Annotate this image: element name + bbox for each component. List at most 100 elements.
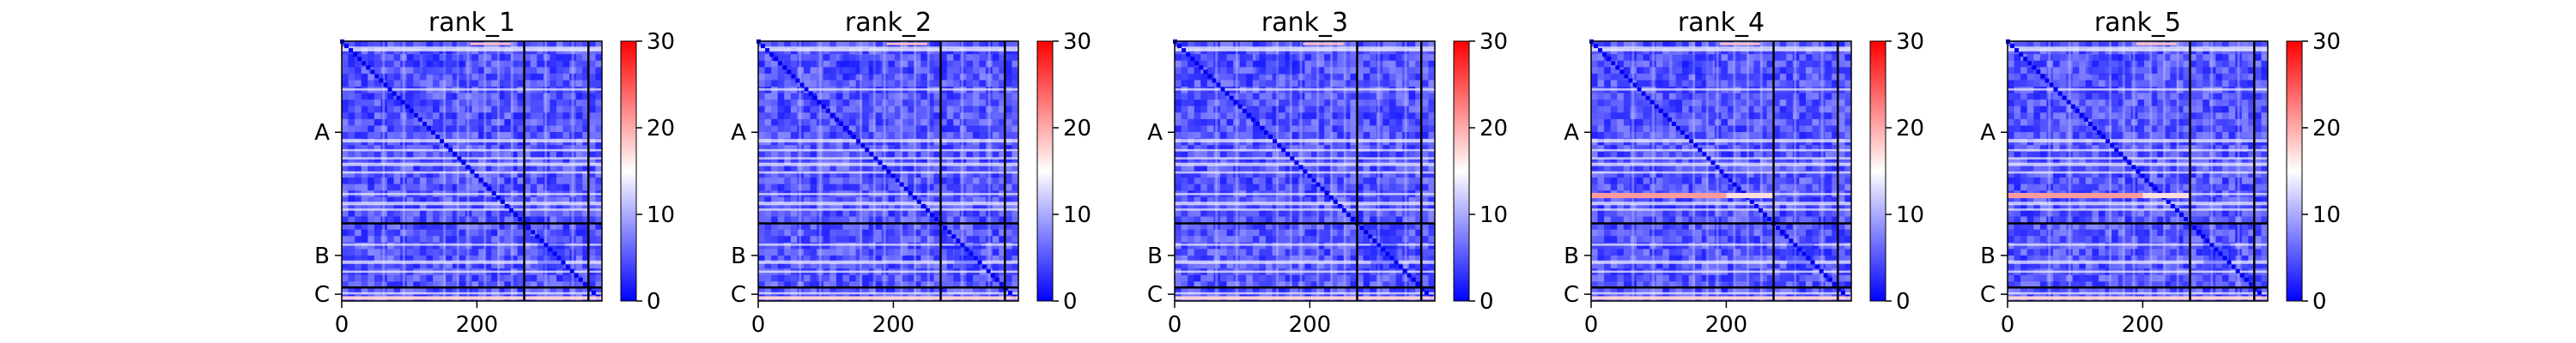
heatmap-cell (1226, 60, 1234, 68)
heatmap-cell (380, 281, 388, 289)
heatmap-cell (478, 223, 485, 230)
heatmap-cell (1188, 223, 1195, 230)
heatmap-cell (1200, 41, 1208, 48)
heatmap-cell (855, 287, 863, 295)
heatmap-cell (1252, 60, 1260, 68)
heatmap-cell (497, 80, 505, 87)
heatmap-cell (465, 242, 472, 250)
heatmap-cell (595, 287, 603, 295)
heatmap-cell (582, 158, 590, 165)
heatmap-cell (575, 112, 583, 120)
heatmap-cell (1194, 236, 1201, 244)
heatmap-cell (758, 209, 765, 217)
heatmap-cell (537, 132, 544, 139)
heatmap-cell (1395, 118, 1403, 126)
heatmap-cell (510, 184, 518, 191)
heatmap-cell (569, 54, 577, 62)
heatmap-cell (804, 151, 811, 159)
heatmap-cell (595, 158, 603, 165)
heatmap-cell (1005, 60, 1012, 68)
heatmap-cell (569, 132, 577, 139)
heatmap-cell (1376, 255, 1383, 262)
heatmap-cell (1402, 73, 1410, 81)
heatmap-cell (1012, 118, 1019, 126)
heatmap-cell (504, 132, 512, 139)
heatmap-cell (1246, 164, 1254, 172)
heatmap-cell (1239, 60, 1247, 68)
heatmap-cell (1297, 255, 1305, 262)
heatmap-cell (1200, 118, 1208, 126)
heatmap-cell (764, 249, 772, 256)
heatmap-cell (862, 112, 870, 120)
heatmap-cell (855, 184, 863, 191)
heatmap-cell (1239, 164, 1247, 172)
heatmap-cell (758, 80, 765, 87)
heatmap-cell (439, 262, 447, 269)
heatmap-cell (588, 196, 596, 204)
heatmap-cell (478, 112, 485, 120)
heatmap-cell (888, 196, 896, 204)
heatmap-cell (1226, 209, 1234, 217)
heatmap-cell (940, 281, 947, 289)
heatmap-cell (835, 196, 843, 204)
heatmap-cell (484, 196, 492, 204)
heatmap-cell (1206, 112, 1214, 120)
heatmap-cell (524, 125, 531, 133)
heatmap-cell (1415, 287, 1423, 295)
heatmap-cell (855, 105, 863, 113)
heatmap-cell (959, 118, 967, 126)
heatmap-cell (1382, 105, 1390, 113)
heatmap-cell (1408, 125, 1416, 133)
heatmap-cell (478, 60, 485, 68)
heatmap-cell (1415, 80, 1423, 87)
heatmap-cell (849, 93, 856, 100)
heatmap-cell (491, 209, 499, 217)
heatmap-cell (1297, 229, 1305, 237)
heatmap-cell (1206, 145, 1214, 153)
heatmap-cell (790, 93, 798, 100)
heatmap-diagonal (908, 190, 913, 196)
heatmap-cell (530, 125, 538, 133)
heatmap-cell (355, 178, 362, 184)
heatmap-cell (1428, 203, 1436, 211)
heatmap-cell (999, 67, 1006, 75)
heatmap-cell (575, 60, 583, 68)
heatmap-cell (510, 125, 518, 133)
heatmap-cell (1285, 73, 1292, 81)
heatmap-cell (1297, 203, 1305, 211)
heatmap-cell (1317, 171, 1325, 178)
heatmap-cell (823, 287, 830, 295)
heatmap-cell (927, 274, 934, 282)
heatmap-cell (946, 262, 954, 269)
heatmap-cell (875, 93, 883, 100)
heatmap-cell (1382, 125, 1390, 133)
heatmap-cell (1246, 242, 1254, 250)
heatmap-cell (940, 105, 947, 113)
heatmap-cell (855, 145, 863, 153)
heatmap-cell (992, 216, 999, 224)
heatmap-cell (1343, 60, 1351, 68)
heatmap-cell (784, 249, 792, 256)
heatmap-cell (979, 223, 987, 230)
heatmap-cell (497, 274, 505, 282)
heatmap-cell (478, 255, 485, 262)
heatmap-cell (927, 223, 934, 230)
heatmap-cell (556, 125, 563, 133)
heatmap-cell (537, 158, 544, 165)
heatmap-cell (1252, 151, 1260, 159)
heatmap-cell (920, 196, 928, 204)
heatmap-cell (1317, 287, 1325, 295)
heatmap-cell (855, 54, 863, 62)
heatmap-cell (875, 281, 883, 289)
heatmap-cell (1246, 178, 1254, 184)
heatmap-cell (1200, 158, 1208, 165)
heatmap-cell (465, 67, 472, 75)
heatmap-cell (504, 196, 512, 204)
heatmap-cell (406, 80, 414, 87)
heatmap-cell (1181, 262, 1188, 269)
heatmap-cell (804, 274, 811, 282)
heatmap-cell (1363, 67, 1370, 75)
heatmap-cell (478, 80, 485, 87)
heatmap-cell (1005, 236, 1012, 244)
heatmap-cell (510, 274, 518, 282)
